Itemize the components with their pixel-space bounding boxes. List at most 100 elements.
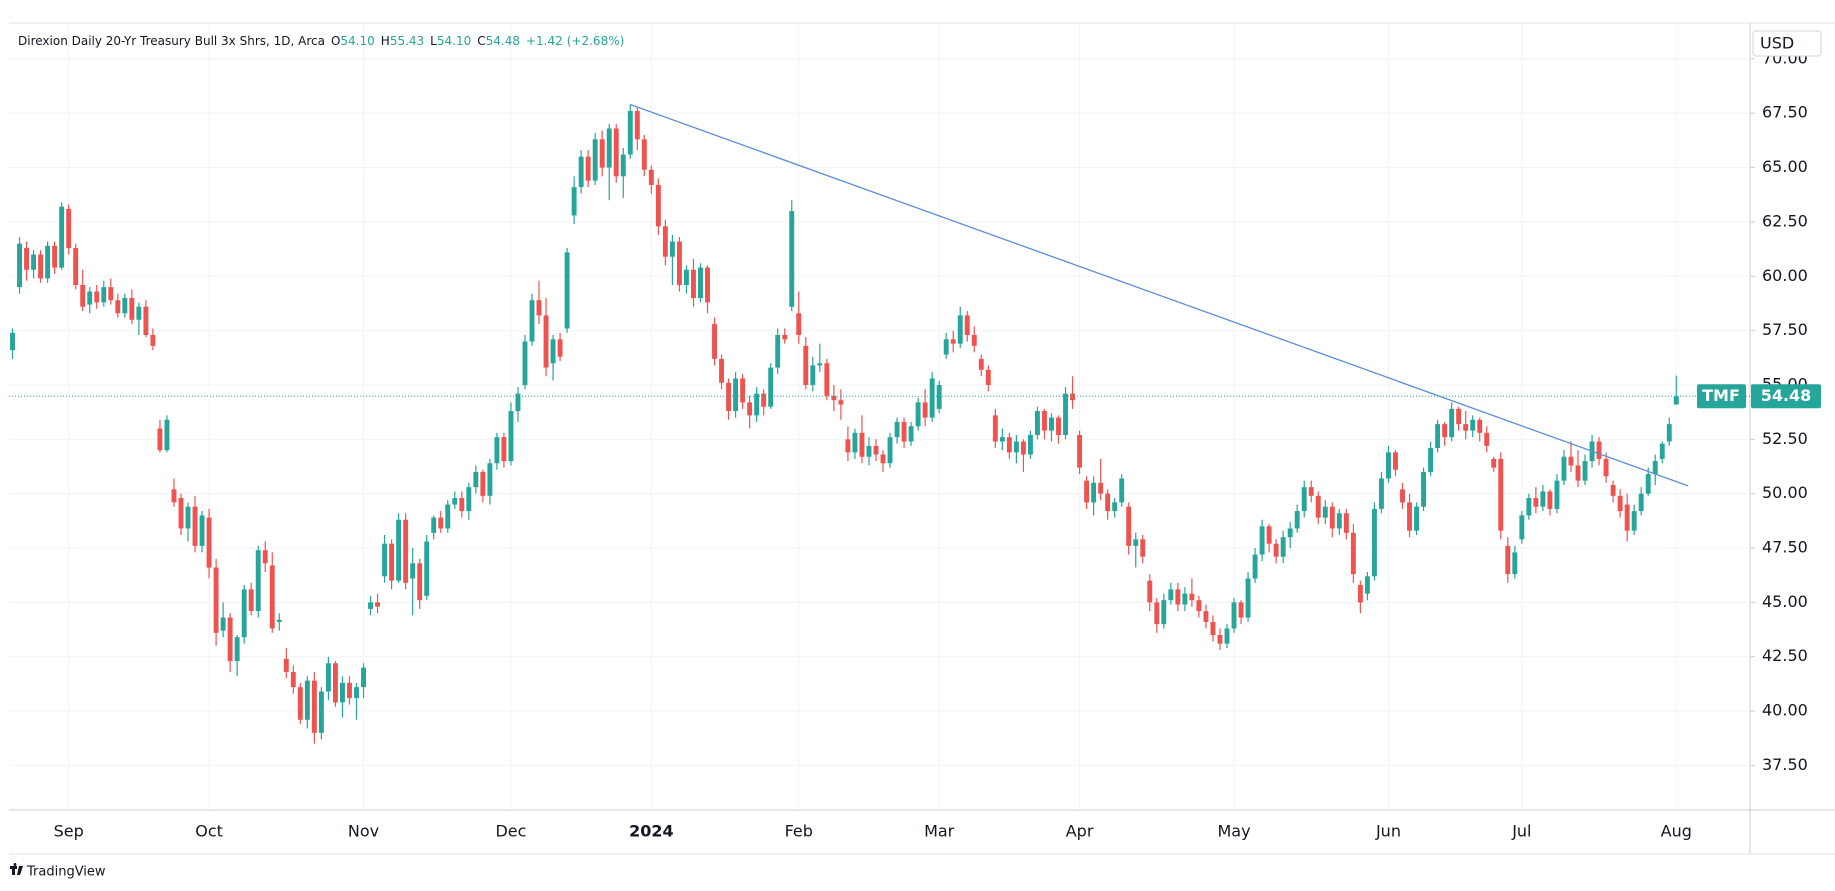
- candle-body: [1203, 611, 1209, 622]
- candle-body: [655, 184, 661, 227]
- trendline: [630, 103, 1689, 487]
- candle-body: [634, 111, 640, 140]
- candle-body: [354, 687, 359, 699]
- candle-body: [1308, 487, 1314, 496]
- candle-body: [971, 334, 977, 346]
- candle-body: [901, 421, 907, 442]
- candle-body: [852, 432, 858, 453]
- x-tick-label: Mar: [924, 822, 955, 841]
- grid: 37.5040.0042.5045.0047.5050.0052.5055.00…: [9, 23, 1808, 841]
- candle-body: [52, 245, 58, 268]
- candle-body: [550, 339, 556, 364]
- x-tick-label: May: [1217, 822, 1250, 841]
- candle-body: [480, 471, 486, 496]
- candle-body: [691, 269, 696, 299]
- candle-body: [1252, 554, 1258, 579]
- candle-body: [789, 211, 795, 307]
- candle-body: [824, 363, 830, 396]
- candle-body: [290, 671, 296, 688]
- candle-body: [375, 602, 381, 607]
- candle-body: [487, 463, 493, 496]
- candle-body: [648, 169, 654, 185]
- candle-body: [838, 400, 844, 405]
- candle-body: [248, 589, 254, 612]
- candle-body: [1540, 491, 1546, 507]
- candle-body: [810, 365, 816, 385]
- change-pct: (+2.68%): [567, 34, 625, 48]
- candle-body: [1084, 480, 1090, 503]
- y-tick-label: 40.00: [1762, 701, 1808, 720]
- x-tick-label: Aug: [1661, 822, 1692, 841]
- candle-body: [880, 454, 886, 464]
- candle-body: [325, 663, 331, 692]
- candle-body: [108, 287, 114, 301]
- ohlc-value: 54.10: [437, 34, 471, 48]
- candle-body: [1189, 593, 1195, 601]
- candle-body: [1266, 526, 1272, 544]
- candle-body: [726, 382, 732, 412]
- candle-body: [978, 358, 984, 370]
- candle-body: [1280, 537, 1286, 557]
- candle-body: [473, 471, 479, 488]
- candle-body: [1231, 602, 1237, 629]
- candle-body: [192, 506, 198, 546]
- y-tick-label: 65.00: [1762, 157, 1808, 176]
- candle-body: [1210, 621, 1216, 635]
- candle-body: [129, 298, 135, 320]
- candle-body: [698, 267, 703, 299]
- candle-body: [389, 543, 395, 581]
- candle-body: [733, 378, 739, 412]
- candle-body: [73, 248, 79, 285]
- candle-body: [1463, 424, 1469, 431]
- x-tick-label: 2024: [629, 822, 674, 841]
- candle-body: [754, 393, 760, 416]
- candle-body: [1013, 441, 1019, 453]
- candle-body: [332, 663, 338, 703]
- x-tick-label: Jul: [1511, 822, 1531, 841]
- candle-body: [936, 384, 942, 409]
- logo-icon: [10, 863, 23, 875]
- candle-body: [311, 680, 317, 733]
- ohlc-key: C: [477, 34, 485, 48]
- candle-body: [1063, 393, 1068, 435]
- candle-body: [24, 248, 30, 270]
- candle-body: [908, 426, 914, 442]
- candle-body: [1196, 600, 1202, 612]
- candle-body: [66, 208, 72, 249]
- candle-body: [1070, 393, 1076, 401]
- candle-body: [1554, 480, 1560, 509]
- candle-body: [564, 252, 570, 329]
- currency-box: [1752, 30, 1822, 57]
- candle-body: [999, 437, 1005, 442]
- candle-body: [347, 682, 352, 699]
- candle-body: [669, 241, 675, 257]
- candle-body: [740, 378, 746, 403]
- candle-body: [1238, 602, 1244, 618]
- candle-body: [234, 637, 240, 662]
- y-tick-label: 52.50: [1762, 429, 1808, 448]
- candle-body: [178, 498, 184, 529]
- candle-body: [403, 519, 409, 583]
- candle-body: [1512, 552, 1518, 575]
- candle-body: [262, 550, 268, 564]
- candle-body: [227, 617, 233, 662]
- candle-body: [571, 187, 577, 216]
- candle-body: [1561, 456, 1567, 481]
- candle-body: [220, 617, 226, 631]
- candle-body: [585, 156, 591, 181]
- currency: USD: [1760, 34, 1794, 53]
- candle-body: [817, 363, 823, 366]
- candle-body: [1133, 539, 1139, 546]
- candle-body: [529, 300, 535, 342]
- x-tick-label: Oct: [195, 822, 223, 841]
- candle-body: [283, 658, 289, 672]
- candle-body: [45, 245, 51, 279]
- plot: [10, 104, 1679, 744]
- candle-body: [1091, 482, 1097, 503]
- change: +1.42: [526, 34, 563, 48]
- candle-body: [1049, 417, 1054, 431]
- candle-body: [1673, 396, 1679, 405]
- candle-body: [761, 393, 767, 407]
- candle-body: [1357, 584, 1363, 603]
- candle-body: [1154, 602, 1160, 625]
